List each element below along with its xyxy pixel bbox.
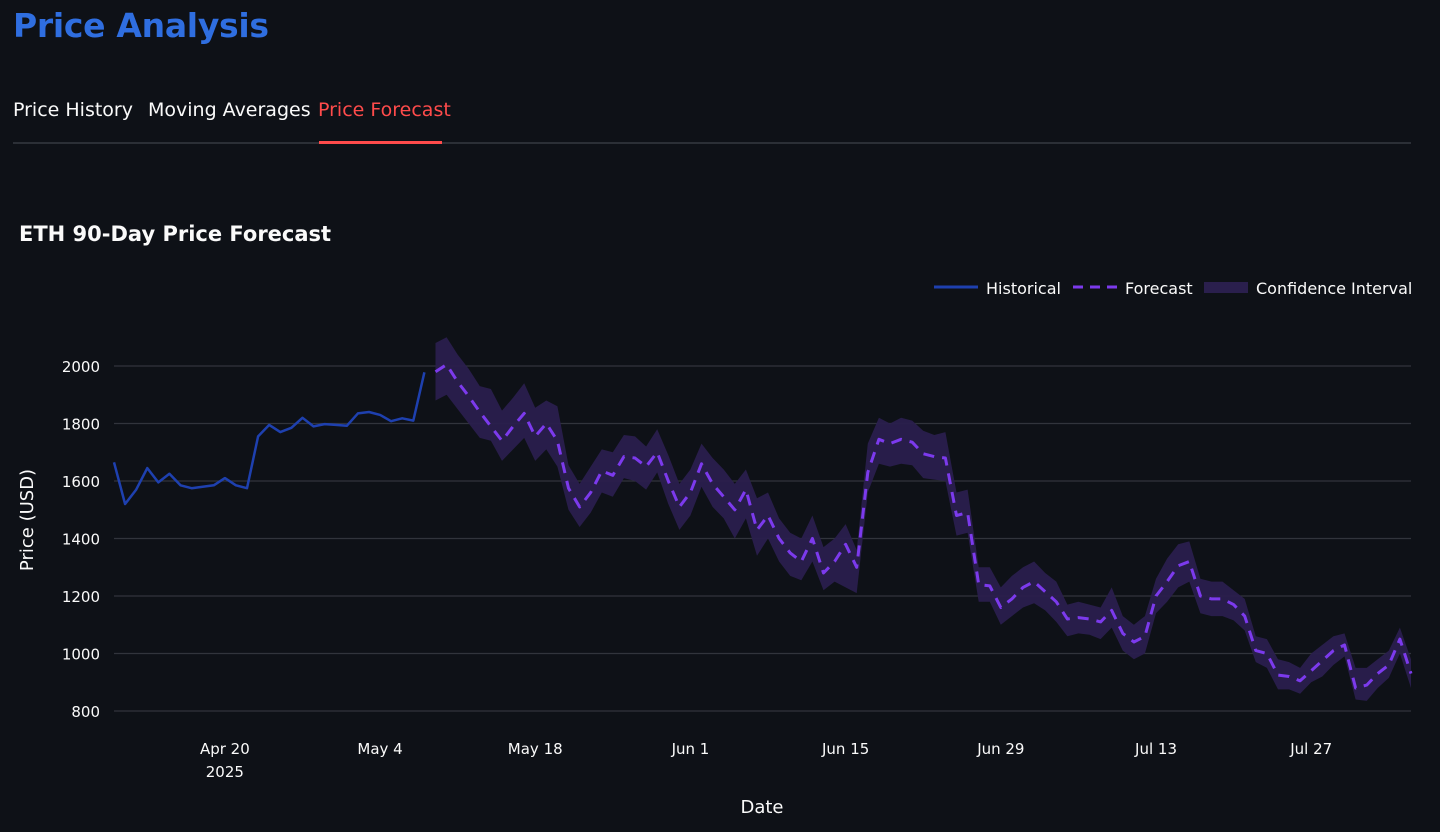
x-tick-label: May 4 [357,740,402,758]
confidence-band-layer [435,337,1411,701]
chart-title: ETH 90-Day Price Forecast [19,222,331,246]
forecast-line [434,363,1413,690]
x-tick-label: Jun 15 [821,740,869,758]
legend-label-forecast: Forecast [1125,279,1193,298]
legend: Historical Forecast Confidence Interval [934,279,1412,298]
tab-bar: Price History Moving Averages Price Fore… [13,88,1411,144]
y-tick-label-1200: 1200 [62,588,100,606]
y-tick-label-800: 800 [71,703,100,721]
tab-price-history[interactable]: Price History [13,99,133,121]
active-tab-indicator [319,141,442,144]
x-tick-labels: Apr 20 2025 May 4 May 18 Jun 1 Jun 15 Jun 29 Ju… [200,740,1332,781]
legend-label-confidence-interval: Confidence Interval [1256,279,1412,298]
y-tick-label-1600: 1600 [62,473,100,491]
historical-line [112,372,426,506]
y-axis-label: Price (USD) [17,469,38,571]
forecast-chart: ETH 90-Day Price Forecast 800 1000 1200 140… [0,200,1440,832]
y-tick-labels: 800 1000 1200 1400 1600 1800 2000 [62,358,100,721]
legend-label-historical: Historical [986,279,1061,298]
y-tick-label-1800: 1800 [62,416,100,434]
x-tick-label: May 18 [508,740,563,758]
x-tick-label: Jul 13 [1134,740,1177,758]
y-tick-label-1400: 1400 [62,531,100,549]
legend-swatch-confidence-interval [1204,282,1248,293]
y-tick-label-1000: 1000 [62,646,100,664]
chart-svg: ETH 90-Day Price Forecast 800 1000 1200 140… [17,222,1413,818]
x-tick-label: Jul 27 [1289,740,1332,758]
y-tick-label-2000: 2000 [62,358,100,376]
legend-item-historical[interactable]: Historical [934,279,1061,298]
confidence-interval-band [435,337,1411,701]
x-axis-label: Date [740,797,783,818]
series-layer [112,363,1413,690]
x-tick-label: Jun 1 [671,740,710,758]
tab-price-forecast[interactable]: Price Forecast [318,99,451,121]
legend-item-forecast[interactable]: Forecast [1073,279,1193,298]
legend-item-confidence-interval[interactable]: Confidence Interval [1204,279,1412,298]
page-title: Price Analysis [13,6,269,45]
x-tick-sublabel: 2025 [206,763,244,781]
x-tick-label: Apr 20 [200,740,250,758]
x-tick-label: Jun 29 [976,740,1024,758]
tab-moving-averages[interactable]: Moving Averages [148,99,311,121]
